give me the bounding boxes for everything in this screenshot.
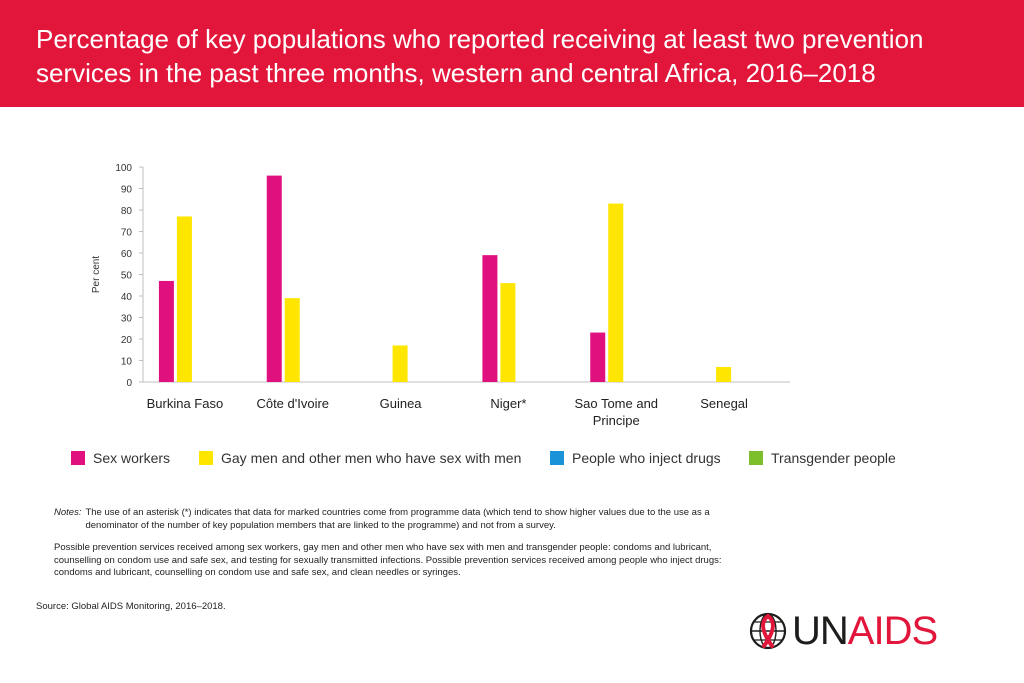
notes-line-1: The use of an asterisk (*) indicates tha… xyxy=(85,507,710,531)
x-tick-label: Burkina Faso xyxy=(147,396,224,411)
x-tick-label: Côte d'Ivoire xyxy=(256,396,329,411)
notes-label: Notes: xyxy=(54,507,82,518)
x-tick-label: Guinea xyxy=(380,396,423,411)
red-ribbon-globe-icon xyxy=(749,612,787,650)
y-tick-label: 100 xyxy=(115,163,132,174)
notes-paragraph-2: Possible prevention services received am… xyxy=(54,542,722,578)
y-tick-label: 30 xyxy=(121,314,133,325)
bar xyxy=(716,366,732,382)
x-tick-label: Principe xyxy=(593,413,640,428)
x-tick-label: Senegal xyxy=(700,396,748,411)
y-tick-label: 50 xyxy=(121,271,133,282)
y-axis-label: Per cent xyxy=(91,256,102,293)
logo-text-aids: AIDS xyxy=(847,609,938,653)
bar xyxy=(590,332,606,382)
x-tick-label: Sao Tome and xyxy=(574,396,658,411)
legend-swatch-msm xyxy=(199,451,213,465)
chart-legend: Sex workers Gay men and other men who ha… xyxy=(71,449,971,469)
page-title: Percentage of key populations who report… xyxy=(36,24,924,88)
legend-label-sex-workers: Sex workers xyxy=(93,450,171,466)
y-tick-label: 90 xyxy=(121,185,133,196)
bar xyxy=(392,345,408,382)
bar-chart: 0 10 20 30 40 50 60 70 80 90 100 Per cent Burkina Fa… xyxy=(91,163,790,428)
legend-swatch-transgender xyxy=(749,451,763,465)
bar xyxy=(158,280,174,382)
y-tick-label: 10 xyxy=(121,357,133,368)
legend-swatch-pwid xyxy=(550,451,564,465)
y-tick-label: 60 xyxy=(121,249,133,260)
legend-label-transgender: Transgender people xyxy=(771,450,896,466)
y-tick-label: 20 xyxy=(121,335,133,346)
logo-text-un: UN xyxy=(792,609,849,653)
y-tick-label: 80 xyxy=(121,206,133,217)
y-tick-label: 0 xyxy=(126,378,132,389)
header-banner: Percentage of key populations who report… xyxy=(0,0,1024,107)
bar xyxy=(500,283,516,382)
bar xyxy=(176,216,192,382)
bar xyxy=(608,203,624,382)
unaids-logo: UNAIDS xyxy=(748,608,948,654)
source-note: Source: Global AIDS Monitoring, 2016–201… xyxy=(36,601,226,612)
bar xyxy=(284,298,300,382)
logo-wordmark: UNAIDS xyxy=(792,608,938,654)
y-tick-label: 70 xyxy=(121,228,133,239)
y-tick-label: 40 xyxy=(121,292,133,303)
notes-block: Notes: The use of an asterisk (*) indica… xyxy=(54,507,754,580)
x-tick-label: Niger* xyxy=(490,396,526,411)
bar xyxy=(482,255,498,382)
legend-label-pwid: People who inject drugs xyxy=(572,450,721,466)
bar xyxy=(266,175,282,382)
legend-label-msm: Gay men and other men who have sex with … xyxy=(221,450,522,466)
legend-swatch-sex-workers xyxy=(71,451,85,465)
